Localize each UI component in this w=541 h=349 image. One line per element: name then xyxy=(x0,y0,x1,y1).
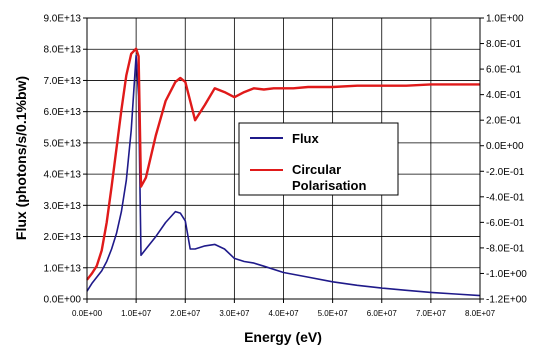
y-left-tick-label: 3.0E+13 xyxy=(43,201,81,212)
series-layer xyxy=(86,47,481,297)
legend-box xyxy=(238,122,399,196)
y-axis-title: Flux (photons/s/0.1%bw) xyxy=(13,76,29,240)
y-right-tick-label: 6.0E-01 xyxy=(486,65,521,76)
y-right-tick-label: -4.0E-01 xyxy=(486,192,525,203)
y-right-tick-label: 4.0E-01 xyxy=(486,90,521,101)
y-left-tick-label: 0.0E+00 xyxy=(43,295,81,306)
y-right-tick-label: -1.0E+00 xyxy=(486,269,527,280)
x-tick-label: 1.0E+07 xyxy=(121,309,152,318)
y-left-tick-label: 1.0E+13 xyxy=(43,263,81,274)
y-left-tick-label: 2.0E+13 xyxy=(43,232,81,243)
y-right-tick-label: 0.0E+00 xyxy=(486,141,524,152)
y-right-tick-label: -2.0E-01 xyxy=(486,167,525,178)
x-tick-label: 5.0E+07 xyxy=(318,309,349,318)
x-tick-label: 8.0E+07 xyxy=(465,309,496,318)
series-line-circular-polarisation xyxy=(86,47,480,281)
x-tick-label: 3.0E+07 xyxy=(219,309,250,318)
y-left-tick-label: 6.0E+13 xyxy=(43,107,81,118)
legend-label-flux: Flux xyxy=(292,131,319,146)
y-right-tick-label: 2.0E-01 xyxy=(486,116,521,127)
x-tick-label: 7.0E+07 xyxy=(416,309,447,318)
y-right-tick-label: -1.2E+00 xyxy=(486,295,527,306)
y-right-tick-label: -8.0E-01 xyxy=(486,243,525,254)
y-right-tick-label: 1.0E+00 xyxy=(486,14,524,25)
legend-label-circular-polarisation: Circular Polarisation xyxy=(292,162,366,193)
tick-labels: 0.0E+00 1.0E+07 2.0E+07 3.0E+07 4.0E+07 5.0E+… xyxy=(43,14,527,319)
y-left-tick-label: 8.0E+13 xyxy=(43,45,81,56)
y-right-tick-label: -6.0E-01 xyxy=(486,218,525,229)
x-tick-label: 2.0E+07 xyxy=(170,309,201,318)
series-line-flux xyxy=(86,54,481,297)
legend: Flux Circular Polarisation xyxy=(238,122,399,196)
x-axis-title: Energy (eV) xyxy=(244,329,322,345)
x-tick-label: 6.0E+07 xyxy=(367,309,398,318)
y-left-tick-label: 4.0E+13 xyxy=(43,170,81,181)
y-left-tick-label: 9.0E+13 xyxy=(43,14,81,25)
legend-label-line1: Circular xyxy=(292,162,341,177)
y-left-tick-label: 7.0E+13 xyxy=(43,76,81,87)
legend-label-line2: Polarisation xyxy=(292,178,366,193)
x-tick-label: 4.0E+07 xyxy=(268,309,299,318)
x-tick-label: 0.0E+00 xyxy=(72,309,103,318)
y-left-tick-label: 5.0E+13 xyxy=(43,138,81,149)
y-right-tick-label: 8.0E-01 xyxy=(486,39,521,50)
